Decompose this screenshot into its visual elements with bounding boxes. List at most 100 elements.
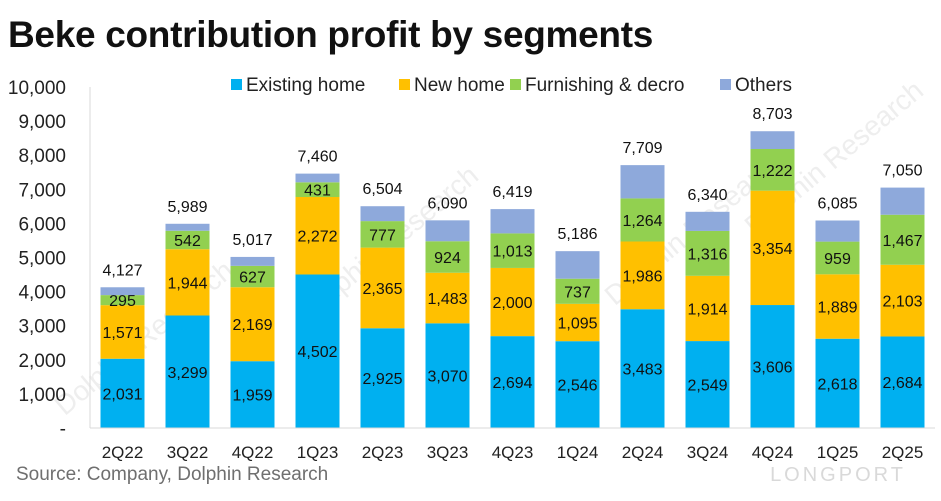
data-label: 1,571 (102, 325, 142, 342)
legend: Existing home New home Furnishing & decro O… (231, 75, 792, 96)
total-label: 6,504 (362, 181, 402, 198)
bar-segment (230, 265, 275, 288)
data-label: 627 (239, 270, 266, 287)
x-axis: 2Q22 3Q22 4Q22 1Q23 2Q23 3Q23 4Q23 1Q24 2Q24 3Q24… (90, 427, 935, 462)
legend-item: Furnishing & decro (510, 75, 684, 96)
bar-segment (425, 323, 470, 428)
x-tick-label: 4Q22 (232, 443, 274, 462)
total-label: 7,050 (882, 163, 922, 180)
y-tick-label: 9,000 (18, 112, 66, 133)
data-label: 1,316 (687, 246, 727, 263)
bar-stack: 3,483 1,986 1,264 7,709 (620, 140, 665, 428)
x-tick-label: 4Q24 (752, 443, 794, 462)
x-tick-label: 2Q23 (362, 443, 404, 462)
y-tick-label: 3,000 (18, 317, 66, 338)
bar-stack: 2,925 2,365 777 6,504 (360, 181, 405, 428)
x-tick-label: 2Q25 (882, 443, 924, 462)
data-label: 2,000 (492, 295, 532, 312)
data-label: 4,502 (297, 344, 337, 361)
bar-segment (555, 251, 600, 279)
data-label: 1,264 (622, 213, 662, 230)
data-label: 2,549 (687, 378, 727, 395)
total-label: 7,460 (297, 149, 337, 166)
data-label: 1,467 (882, 233, 922, 250)
bar-segment (685, 230, 730, 276)
bar-segment (295, 197, 340, 275)
bar-segment (230, 361, 275, 428)
data-label: 2,925 (362, 371, 402, 388)
bar-segment (815, 241, 860, 275)
bar-stack: 3,299 1,944 542 5,989 (165, 199, 210, 428)
y-tick-label: 4,000 (18, 283, 66, 304)
x-tick-label: 3Q24 (687, 443, 729, 462)
legend-item: New home (399, 75, 505, 96)
bar-stack: 2,031 1,571 295 4,127 (100, 262, 145, 428)
data-label: 1,222 (752, 163, 792, 180)
bar-stack: 2,546 1,095 737 5,186 (555, 226, 600, 428)
bar-segment (620, 165, 665, 199)
y-axis: - 1,000 2,000 3,000 4,000 5,000 6,000 7,000 8,00… (8, 78, 91, 440)
data-label: 2,684 (882, 375, 922, 392)
y-tick-label: 8,000 (18, 146, 66, 167)
legend-swatch (399, 79, 410, 90)
bar-segment (685, 275, 730, 342)
bar-segment (360, 328, 405, 428)
bar-segment (750, 305, 795, 428)
legend-swatch (510, 79, 521, 90)
bar-segment (555, 303, 600, 342)
total-label: 4,127 (102, 262, 142, 279)
x-tick-label: 3Q22 (167, 443, 209, 462)
data-label: 3,483 (622, 362, 662, 379)
bar-segment (295, 274, 340, 428)
legend-swatch (231, 79, 242, 90)
data-label: 2,103 (882, 294, 922, 311)
bar-segment (880, 264, 925, 337)
data-label: 295 (109, 293, 136, 310)
data-label: 924 (434, 250, 461, 267)
bar-segment (165, 315, 210, 428)
bar-stack: 2,618 1,889 959 6,085 (815, 196, 860, 428)
total-label: 5,017 (232, 232, 272, 249)
bar-segment (815, 220, 860, 242)
bar-segment (425, 220, 470, 242)
bar-segment (490, 267, 535, 337)
data-label: 2,694 (492, 375, 532, 392)
x-tick-label: 2Q22 (102, 443, 144, 462)
bar-segment (490, 233, 535, 268)
bar-segment (815, 274, 860, 339)
x-tick-label: 1Q24 (557, 443, 599, 462)
bar-segment (295, 182, 340, 198)
legend-item: Existing home (231, 75, 365, 96)
total-label: 6,090 (427, 195, 467, 212)
data-label: 3,606 (752, 360, 792, 377)
y-tick-label: 1,000 (18, 385, 66, 406)
data-label: 777 (369, 227, 396, 244)
x-tick-label: 3Q23 (427, 443, 469, 462)
data-label: 1,959 (232, 388, 272, 405)
data-label: 1,889 (817, 300, 857, 317)
bar-segment (750, 131, 795, 149)
data-label: 542 (174, 233, 201, 250)
x-tick-label: 2Q24 (622, 443, 664, 462)
bar-segment (360, 206, 405, 222)
data-label: 3,299 (167, 365, 207, 382)
bar-segment (165, 223, 210, 231)
data-label: 3,070 (427, 369, 467, 386)
y-tick-label: 7,000 (18, 180, 66, 201)
bar-segment (165, 230, 210, 250)
y-tick-label: 6,000 (18, 214, 66, 235)
longport-watermark: LONGPORT (770, 464, 906, 486)
bar-stack: 1,959 2,169 627 5,017 (230, 232, 275, 428)
data-label: 1,986 (622, 268, 662, 285)
total-label: 5,989 (167, 199, 207, 216)
bar-segment (425, 241, 470, 273)
bar-segment (295, 173, 340, 183)
data-label: 959 (824, 251, 851, 268)
data-label: 737 (564, 284, 591, 301)
bar-segment (620, 309, 665, 428)
y-tick-label: 10,000 (8, 78, 66, 99)
data-label: 1,095 (557, 316, 597, 333)
bar-segment (490, 209, 535, 234)
legend-swatch (720, 79, 731, 90)
y-tick-label: 5,000 (18, 249, 66, 270)
